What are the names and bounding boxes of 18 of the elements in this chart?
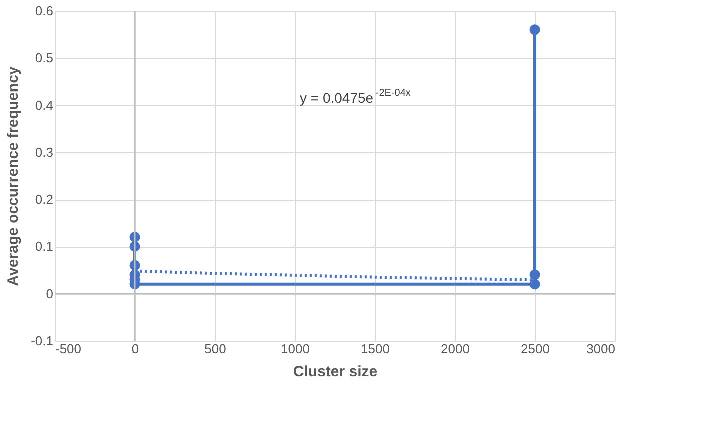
x-tick-label: -500	[56, 342, 82, 356]
y-axis-title: Average occurrence frequency	[5, 66, 22, 286]
x-axis-title: Cluster size	[293, 364, 378, 380]
y-tick-label: -0.1	[31, 334, 54, 348]
x-tick-label: 2500	[521, 342, 550, 356]
x-tick-label: 0	[132, 342, 140, 356]
y-tick-label: 0.3	[35, 144, 54, 160]
x-tick-label: 500	[204, 342, 226, 356]
x-tick-label: 2000	[441, 342, 470, 356]
y-tick-label: 0.1	[35, 239, 54, 254]
y-tick-label: 0.5	[35, 50, 54, 66]
x-tick-label: 1500	[361, 342, 390, 356]
y-tick-label: 0.4	[35, 98, 54, 113]
x-tick-label: 1000	[281, 342, 310, 356]
y-tick-label: 0	[46, 286, 54, 302]
x-tick-label: 3000	[586, 342, 616, 356]
y-tick-label: 0.2	[35, 192, 54, 208]
y-tick-label: 0.6	[35, 4, 54, 18]
